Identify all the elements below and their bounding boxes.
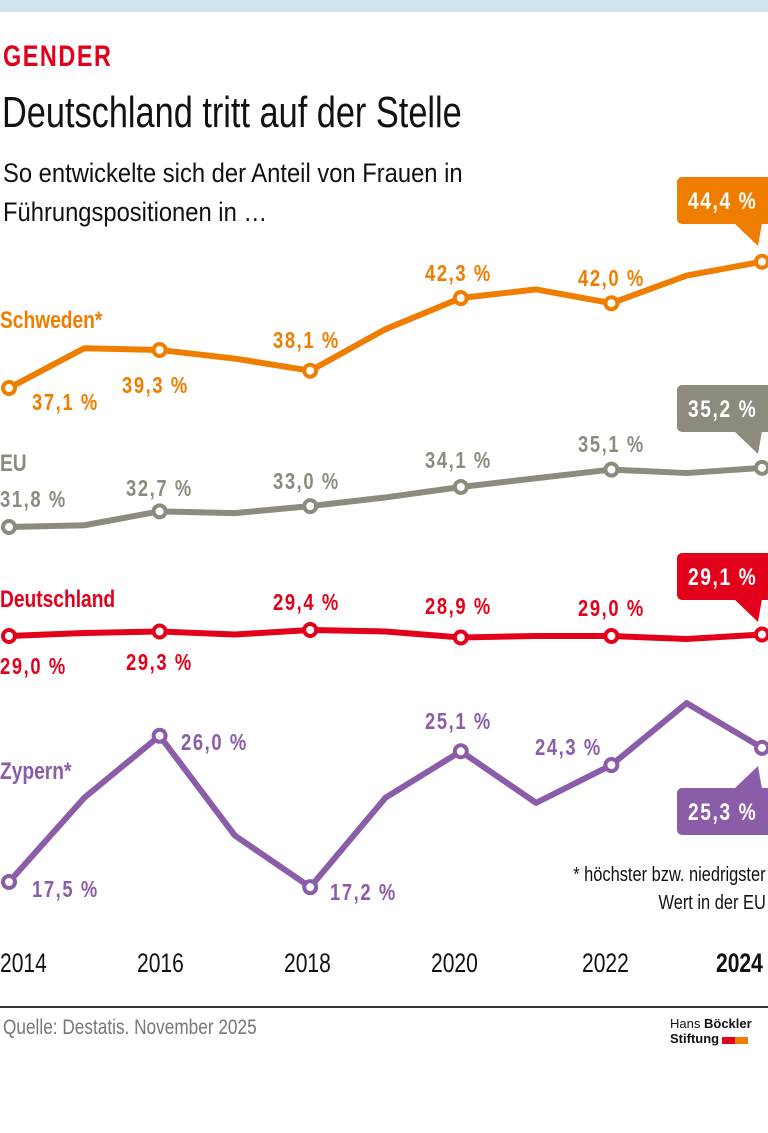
data-point-schweden-2022	[603, 295, 620, 312]
data-label-deutschland-2016: 29,3 %	[126, 650, 193, 675]
data-point-zypern-2022	[603, 757, 620, 774]
data-label-zypern-2016: 26,0 %	[181, 730, 248, 755]
data-point-deutschland-2022	[603, 628, 620, 644]
subtitle-text-1: So entwickelte sich der Anteil von Fraue…	[3, 158, 463, 188]
series-line-schweden	[6, 258, 765, 391]
series-line-eu	[6, 464, 765, 530]
data-point-eu-2020	[452, 478, 469, 495]
data-label-schweden-2018: 38,1 %	[273, 328, 340, 353]
x-tick-2014: 2014	[0, 948, 47, 978]
logo-word-stiftung: Stiftung	[670, 1031, 720, 1046]
data-label-eu-2018: 33,0 %	[273, 469, 340, 494]
footer-divider	[0, 1006, 768, 1008]
x-tick-2020: 2020	[431, 948, 478, 978]
kicker-label: GENDER	[3, 40, 143, 74]
data-point-deutschland-2016	[151, 623, 168, 640]
logo-color-bars-icon	[722, 1032, 749, 1047]
data-label-schweden-2014: 37,1 %	[32, 390, 99, 415]
top-accent-bar	[0, 0, 768, 12]
callout-value-eu: 35,2 %	[688, 395, 757, 423]
logo-word-hans: Hans	[670, 1016, 701, 1031]
chart-title-text: Deutschland tritt auf der Stelle	[2, 88, 462, 137]
callout-box-deutschland	[677, 553, 768, 600]
footnote-line-2: Wert in der EU	[658, 892, 766, 914]
callout-box-eu	[677, 385, 768, 432]
footnote-line-1: * höchster bzw. niedrigster	[573, 864, 766, 886]
x-tick-2016: 2016	[137, 948, 184, 978]
series-schweden: 37,1 % 39,3 % 38,1 % 42,3 % 42,0 % Schweden* 4…	[0, 177, 768, 416]
data-label-schweden-2020: 42,3 %	[425, 261, 492, 286]
data-label-schweden-2022: 42,0 %	[578, 266, 645, 291]
x-tick-2024: 2024	[716, 948, 763, 978]
data-point-deutschland-2020	[452, 629, 469, 646]
series-name-zypern: Zypern*	[0, 757, 72, 785]
data-point-zypern-2018	[302, 879, 319, 896]
data-point-eu-2024	[754, 459, 768, 476]
series-line-zypern	[6, 700, 765, 891]
logo-word-boeckler: Böckler	[703, 1016, 752, 1031]
callout-eu: 35,2 %	[677, 385, 768, 454]
data-point-schweden-2020	[452, 290, 469, 307]
kicker-text: GENDER	[3, 40, 113, 73]
data-label-eu-2014: 31,8 %	[0, 487, 67, 512]
data-label-eu-2020: 34,1 %	[425, 448, 492, 473]
x-tick-2022: 2022	[582, 948, 629, 978]
x-tick-2018: 2018	[284, 948, 331, 978]
chart-title: Deutschland tritt auf der Stelle	[2, 88, 591, 138]
series-name-eu: EU	[0, 449, 27, 477]
data-point-zypern-2024	[754, 739, 768, 756]
data-point-schweden-2014	[1, 380, 17, 396]
data-point-deutschland-2018	[302, 622, 319, 638]
series-eu: 31,8 % 32,7 % 33,0 % 34,1 % 35,1 % EU 35,2 %	[0, 385, 768, 535]
data-point-zypern-2016	[151, 727, 168, 744]
data-label-schweden-2016: 39,3 %	[122, 373, 189, 398]
chart-subtitle-line-1: So entwickelte sich der Anteil von Fraue…	[3, 158, 525, 189]
data-label-eu-2022: 35,1 %	[578, 432, 645, 457]
data-point-schweden-2024	[754, 253, 768, 270]
data-label-zypern-2014: 17,5 %	[32, 877, 99, 902]
hans-boeckler-stiftung-logo: Hans Böckler Stiftung	[670, 1016, 765, 1047]
callout-pointer-deutschland	[734, 599, 762, 622]
callout-deutschland: 29,1 %	[677, 553, 768, 622]
callout-pointer-zypern	[734, 766, 762, 789]
data-label-zypern-2018: 17,2 %	[330, 880, 397, 905]
data-point-zypern-2020	[452, 743, 469, 760]
data-label-zypern-2022: 24,3 %	[535, 735, 602, 760]
callout-box-schweden	[677, 177, 768, 224]
series-zypern: 17,5 % 26,0 % 17,2 % 25,1 % 24,3 % Zypern* 25,…	[0, 700, 768, 906]
subtitle-text-2: Führungspositionen in …	[3, 197, 268, 227]
data-point-zypern-2014	[1, 874, 17, 890]
callout-box-zypern	[677, 788, 768, 835]
series-line-deutschland	[6, 627, 765, 642]
source-note: Quelle: Destatis. November 2025	[3, 1016, 257, 1039]
callout-pointer-eu	[734, 431, 762, 454]
data-point-eu-2022	[603, 461, 620, 478]
data-point-eu-2018	[302, 498, 319, 515]
callout-zypern: 25,3 %	[677, 766, 768, 835]
data-point-deutschland-2024	[754, 626, 768, 643]
data-label-deutschland-2018: 29,4 %	[273, 590, 340, 615]
data-label-deutschland-2022: 29,0 %	[578, 596, 645, 621]
chart-subtitle-line-2: Führungspositionen in …	[3, 197, 303, 228]
callout-value-schweden: 44,4 %	[688, 187, 757, 215]
data-label-deutschland-2020: 28,9 %	[425, 594, 492, 619]
callout-schweden: 44,4 %	[677, 177, 768, 246]
callout-value-deutschland: 29,1 %	[688, 563, 757, 591]
callout-value-zypern: 25,3 %	[688, 798, 757, 826]
data-label-eu-2016: 32,7 %	[126, 476, 193, 501]
series-deutschland: 29,0 % 29,3 % 29,4 % 28,9 % 29,0 % Deutschlan…	[0, 553, 768, 680]
data-label-zypern-2020: 25,1 %	[425, 709, 492, 734]
data-point-schweden-2018	[302, 362, 319, 379]
callout-pointer-schweden	[734, 223, 762, 246]
series-name-schweden: Schweden*	[0, 306, 103, 334]
data-point-eu-2016	[151, 503, 168, 520]
data-label-deutschland-2014: 29,0 %	[0, 654, 67, 679]
data-point-eu-2014	[1, 519, 17, 535]
series-name-deutschland: Deutschland	[0, 585, 115, 613]
data-point-deutschland-2014	[1, 628, 17, 644]
data-point-schweden-2016	[151, 341, 168, 358]
